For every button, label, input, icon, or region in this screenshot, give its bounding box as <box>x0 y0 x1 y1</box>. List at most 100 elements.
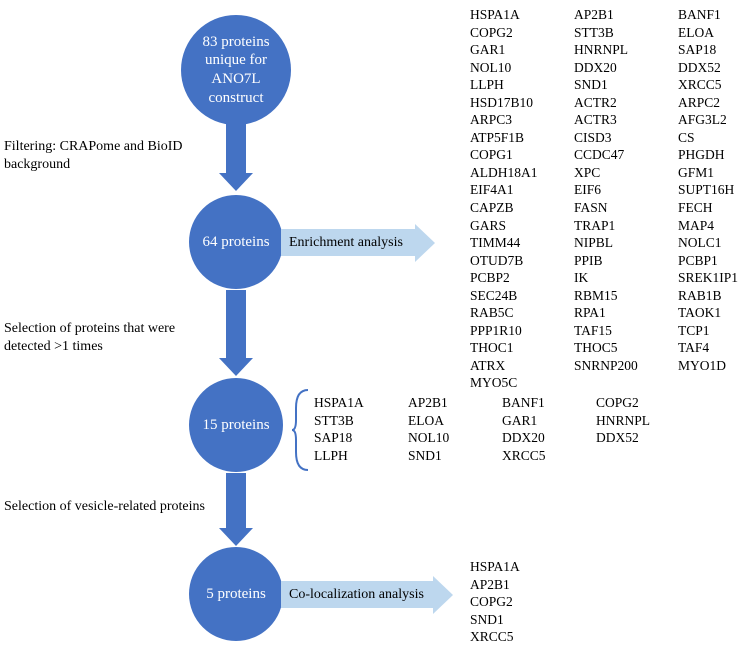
gene-item: BANF1 <box>502 394 572 412</box>
arrow-tip-icon <box>415 224 435 262</box>
enrichment-arrow: Enrichment analysis <box>281 229 417 256</box>
gene-item: RAB1B <box>678 287 755 305</box>
gene-item: HSPA1A <box>470 558 520 576</box>
gene-item: ARPC3 <box>470 111 550 129</box>
gene-item: TAOK1 <box>678 304 755 322</box>
gene-item: BANF1 <box>678 6 755 24</box>
gene-item: COPG2 <box>596 394 666 412</box>
gene-item: ACTR3 <box>574 111 654 129</box>
gene-item: PPP1R10 <box>470 322 550 340</box>
gene-item: HSD17B10 <box>470 94 550 112</box>
gene-item: XRCC5 <box>470 628 520 646</box>
gene-item: EIF4A1 <box>470 181 550 199</box>
gene-item: EIF6 <box>574 181 654 199</box>
colocalization-arrow-body: Co-localization analysis <box>281 581 435 608</box>
gene-item: SNRNP200 <box>574 357 654 375</box>
gene-item: PHGDH <box>678 146 755 164</box>
gene-item: PPIB <box>574 252 654 270</box>
gene-item: CISD3 <box>574 129 654 147</box>
gene-list-5: HSPA1AAP2B1COPG2SND1XRCC5 <box>470 558 520 646</box>
gene-item: TRAP1 <box>574 217 654 235</box>
gene-item <box>596 447 666 465</box>
gene-item: TCP1 <box>678 322 755 340</box>
arrow-head-icon <box>219 358 253 376</box>
gene-item: ELOA <box>678 24 755 42</box>
gene-item: ARPC2 <box>678 94 755 112</box>
step-label-detected: Selection of proteins that were detected… <box>4 320 224 355</box>
gene-item: LLPH <box>470 76 550 94</box>
gene-item: SND1 <box>470 611 520 629</box>
gene-item: RAB5C <box>470 304 550 322</box>
gene-item: AP2B1 <box>470 576 520 594</box>
gene-list-15: HSPA1AAP2B1BANF1COPG2STT3BELOAGAR1HNRNPL… <box>314 394 666 464</box>
arrow-head-icon <box>219 528 253 546</box>
gene-item: SND1 <box>408 447 478 465</box>
gene-item: GFM1 <box>678 164 755 182</box>
gene-item: HSPA1A <box>314 394 384 412</box>
gene-item: COPG1 <box>470 146 550 164</box>
gene-item: RBM15 <box>574 287 654 305</box>
arrow-shaft <box>226 123 246 173</box>
gene-item: ATP5F1B <box>470 129 550 147</box>
gene-item: GAR1 <box>502 412 572 430</box>
gene-item: LLPH <box>314 447 384 465</box>
node-5-proteins: 5 proteins <box>189 547 283 641</box>
gene-item: THOC1 <box>470 339 550 357</box>
colocalization-arrow-label: Co-localization analysis <box>289 587 424 603</box>
gene-item: AFG3L2 <box>678 111 755 129</box>
step-label-vesicle: Selection of vesicle-related proteins <box>4 498 244 516</box>
gene-item: COPG2 <box>470 593 520 611</box>
node-5-label: 5 proteins <box>206 585 266 604</box>
gene-item <box>678 374 755 392</box>
diagram-root: 83 proteins unique for ANO7L construct F… <box>0 0 755 667</box>
gene-item: TIMM44 <box>470 234 550 252</box>
gene-item <box>574 374 654 392</box>
gene-item: MYO5C <box>470 374 550 392</box>
gene-item: SAP18 <box>314 429 384 447</box>
gene-item: THOC5 <box>574 339 654 357</box>
node-15-label: 15 proteins <box>202 416 269 435</box>
gene-item: NOL10 <box>470 59 550 77</box>
gene-item: DDX52 <box>678 59 755 77</box>
node-15-proteins: 15 proteins <box>189 378 283 472</box>
gene-item: NOLC1 <box>678 234 755 252</box>
gene-item: AP2B1 <box>408 394 478 412</box>
gene-item: SAP18 <box>678 41 755 59</box>
gene-item: PCBP2 <box>470 269 550 287</box>
gene-item: FECH <box>678 199 755 217</box>
gene-item: NOL10 <box>408 429 478 447</box>
arrow-head-icon <box>219 173 253 191</box>
gene-item: CS <box>678 129 755 147</box>
node-83-label: 83 proteins unique for ANO7L construct <box>187 33 285 108</box>
gene-item: ALDH18A1 <box>470 164 550 182</box>
gene-item: SND1 <box>574 76 654 94</box>
gene-item: OTUD7B <box>470 252 550 270</box>
gene-item: DDX20 <box>502 429 572 447</box>
gene-item: AP2B1 <box>574 6 654 24</box>
enrichment-arrow-body: Enrichment analysis <box>281 229 417 256</box>
gene-item: IK <box>574 269 654 287</box>
gene-item: MAP4 <box>678 217 755 235</box>
gene-item: XPC <box>574 164 654 182</box>
gene-item: ACTR2 <box>574 94 654 112</box>
gene-item: XRCC5 <box>502 447 572 465</box>
step-label-filtering: Filtering: CRAPome and BioID background <box>4 138 214 173</box>
gene-item: ATRX <box>470 357 550 375</box>
node-64-label: 64 proteins <box>202 233 269 252</box>
gene-item: SUPT16H <box>678 181 755 199</box>
gene-item: STT3B <box>314 412 384 430</box>
gene-item: RPA1 <box>574 304 654 322</box>
gene-item: XRCC5 <box>678 76 755 94</box>
gene-item: NIPBL <box>574 234 654 252</box>
gene-item: HNRNPL <box>574 41 654 59</box>
gene-item: TAF4 <box>678 339 755 357</box>
enrichment-arrow-label: Enrichment analysis <box>289 235 403 251</box>
gene-item: ELOA <box>408 412 478 430</box>
gene-item: STT3B <box>574 24 654 42</box>
gene-item: MYO1D <box>678 357 755 375</box>
gene-item: SEC24B <box>470 287 550 305</box>
gene-item: PCBP1 <box>678 252 755 270</box>
gene-item: HSPA1A <box>470 6 550 24</box>
gene-item: GARS <box>470 217 550 235</box>
bracket-icon <box>290 388 310 472</box>
